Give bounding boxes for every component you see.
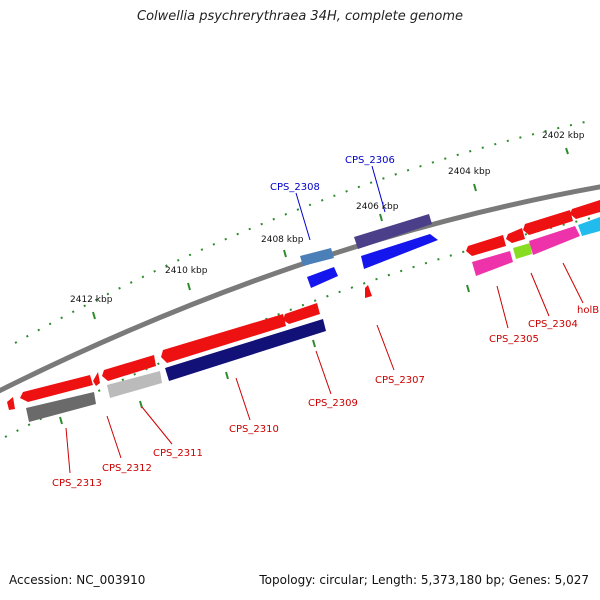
major-ticks bbox=[59, 147, 569, 425]
gene-arrow bbox=[529, 226, 580, 255]
scale-label: 2406 kbp bbox=[356, 202, 399, 212]
gene-label[interactable]: CPS_2313 bbox=[52, 478, 102, 489]
gene-arrow bbox=[506, 228, 525, 243]
accession-text: Accession: NC_003910 bbox=[9, 573, 146, 587]
gene-arrow bbox=[523, 210, 573, 235]
gene-arrow bbox=[578, 217, 600, 236]
gene-label[interactable]: CPS_2305 bbox=[489, 334, 539, 345]
scale-label: 2412 kbp bbox=[70, 295, 113, 305]
leader-line bbox=[371, 165, 386, 213]
major-tick bbox=[379, 213, 383, 222]
major-tick bbox=[312, 339, 316, 348]
major-tick bbox=[283, 249, 287, 258]
major-tick bbox=[225, 371, 229, 380]
scale-label: 2408 kbp bbox=[261, 235, 304, 245]
gene-label[interactable]: CPS_2304 bbox=[528, 319, 578, 330]
genome-backbone bbox=[0, 184, 600, 394]
major-tick bbox=[565, 147, 569, 155]
gene-arrow bbox=[107, 371, 162, 398]
gene-arrow bbox=[161, 314, 286, 363]
gene-label[interactable]: CPS_2309 bbox=[308, 398, 358, 409]
major-tick bbox=[59, 416, 63, 425]
gene-arrow bbox=[513, 243, 532, 259]
scale-label: 2404 kbp bbox=[448, 167, 491, 177]
major-tick bbox=[92, 311, 96, 320]
major-tick bbox=[187, 282, 191, 291]
leader-line bbox=[562, 262, 584, 304]
leader-line bbox=[235, 377, 251, 421]
scale-labels: 2402 kbp 2404 kbp 2406 kbp 2408 kbp 2410… bbox=[70, 131, 585, 305]
leader-line bbox=[530, 272, 550, 317]
gene-label[interactable]: CPS_2308 bbox=[270, 182, 320, 193]
gene-arrow bbox=[283, 303, 320, 324]
gene-arrow bbox=[570, 200, 600, 219]
gene-arrow bbox=[472, 251, 513, 276]
gene-arrow bbox=[93, 372, 100, 386]
leader-line bbox=[141, 406, 173, 445]
gene-arrow bbox=[361, 234, 438, 269]
major-tick bbox=[466, 284, 470, 293]
gene-label[interactable]: CPS_2310 bbox=[229, 424, 279, 435]
gene-arrow bbox=[466, 235, 506, 256]
scale-label: 2402 kbp bbox=[542, 131, 585, 141]
gene-arrow bbox=[26, 392, 96, 422]
scale-label: 2410 kbp bbox=[165, 266, 208, 276]
gene-label[interactable]: holB bbox=[577, 305, 599, 316]
major-tick bbox=[473, 183, 477, 192]
leader-line bbox=[295, 192, 311, 241]
leader-line bbox=[376, 324, 395, 371]
gene-labels: CPS_2306 CPS_2308 CPS_2304 CPS_2305 CPS_… bbox=[52, 155, 599, 489]
forward-strand-genes bbox=[7, 200, 600, 410]
leader-line bbox=[496, 285, 509, 329]
gene-label[interactable]: CPS_2312 bbox=[102, 463, 152, 474]
gene-arrow bbox=[307, 267, 338, 288]
gene-arrow bbox=[300, 248, 334, 266]
map-title: Colwellia psychrerythraea 34H, complete … bbox=[137, 9, 463, 24]
gene-arrow bbox=[20, 375, 93, 402]
leader-line bbox=[106, 415, 122, 459]
leader-line bbox=[65, 427, 71, 474]
major-tick bbox=[139, 400, 143, 409]
reverse-strand-genes bbox=[26, 217, 600, 422]
gene-arrow bbox=[365, 285, 372, 298]
genome-summary-text: Topology: circular; Length: 5,373,180 bp… bbox=[259, 573, 589, 587]
label-leaders bbox=[65, 165, 584, 474]
gene-arrow bbox=[7, 397, 15, 410]
gene-arrow bbox=[102, 355, 156, 381]
gene-label[interactable]: CPS_2307 bbox=[375, 375, 425, 386]
gene-arrow bbox=[165, 319, 326, 381]
gene-label[interactable]: CPS_2306 bbox=[345, 155, 395, 166]
leader-line bbox=[315, 350, 332, 395]
gene-label[interactable]: CPS_2311 bbox=[153, 448, 203, 459]
gene-arrow bbox=[354, 214, 432, 249]
